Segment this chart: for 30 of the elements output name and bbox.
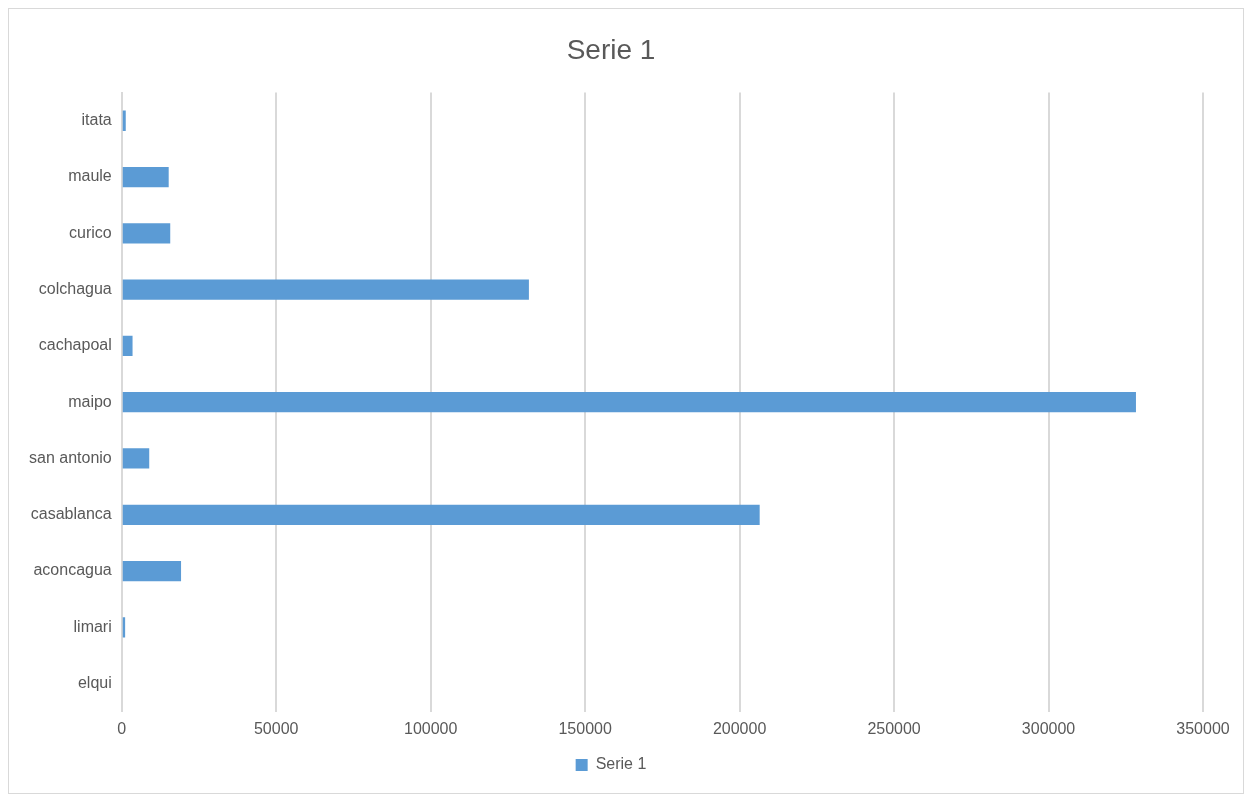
bar: [122, 504, 760, 525]
x-tick-label: 100000: [403, 719, 458, 737]
x-tick-label: 250000: [867, 719, 921, 737]
bar: [122, 279, 529, 300]
chart-title: Serie 1: [566, 33, 656, 65]
bar: [122, 335, 133, 357]
y-tick-label: aconcagua: [33, 561, 112, 579]
y-tick-label: maipo: [68, 392, 112, 410]
bar: [122, 223, 171, 244]
y-tick-label: casablanca: [30, 505, 112, 523]
y-tick-label: limari: [73, 617, 112, 635]
bar: [122, 110, 126, 131]
bar: [122, 448, 150, 469]
bar: [122, 560, 182, 582]
x-tick-label: 0: [117, 719, 127, 737]
y-tick-label: san antonio: [29, 448, 112, 466]
x-tick-label: 350000: [1176, 719, 1230, 737]
x-tick-label: 300000: [1021, 719, 1076, 737]
y-tick-label: itata: [81, 111, 112, 129]
y-tick-label: elqui: [77, 674, 112, 692]
x-tick-label: 200000: [712, 719, 767, 737]
x-tick-label: 150000: [558, 719, 612, 737]
bar: [122, 392, 1136, 413]
x-tick-label: 50000: [253, 719, 299, 737]
y-tick-label: cachapoal: [38, 336, 112, 354]
bar: [122, 166, 169, 188]
y-tick-label: curico: [69, 223, 112, 241]
legend-label: Serie 1: [595, 755, 647, 773]
y-tick-label: maule: [68, 167, 112, 185]
y-tick-label: colchagua: [38, 280, 112, 298]
